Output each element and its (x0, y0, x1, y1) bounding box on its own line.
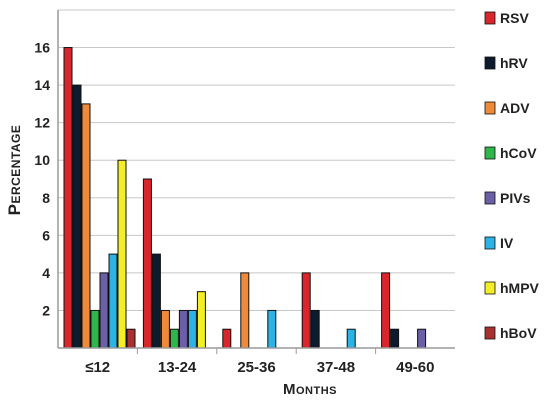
legend-label-iv: IV (500, 235, 514, 251)
bar-pivs-0 (99, 272, 109, 349)
legend-label-hbov: hBoV (500, 325, 537, 341)
legend-swatch-hrv (484, 56, 496, 70)
legend-label-hcov: hCoV (500, 145, 537, 161)
y-tick-label: 2 (42, 302, 50, 318)
legend-swatch-rsv (484, 11, 496, 25)
y-tick-label: 8 (42, 190, 50, 206)
bar-hmpv-1 (196, 291, 206, 349)
legend-label-adv: ADV (500, 100, 530, 116)
y-tick-label: 4 (42, 265, 50, 281)
y-tick-label: 14 (34, 77, 50, 93)
bar-hbov-0 (126, 328, 136, 349)
y-tick-label: 6 (42, 227, 50, 243)
bar-rsv-0 (63, 47, 73, 349)
y-tick-label: 10 (34, 152, 50, 168)
bar-pivs-4 (417, 328, 427, 349)
legend-label-rsv: RSV (500, 10, 529, 26)
y-tick-label: 16 (34, 40, 50, 56)
bar-hrv-4 (390, 328, 400, 349)
axes (57, 10, 455, 354)
y-tick-labels: 2 4 6 8 10 12 14 16 (34, 40, 50, 319)
legend-swatch-pivs (484, 191, 496, 205)
x-category-label: ≤12 (85, 359, 110, 376)
bar-rsv-4 (381, 272, 391, 349)
bar-hcov-1 (169, 328, 179, 349)
bar-rsv-2 (222, 328, 232, 349)
bar-hmpv-0 (117, 159, 127, 349)
bar-hrv-3 (310, 309, 320, 349)
bar-iv-3 (346, 328, 356, 349)
legend-swatch-hbov (484, 326, 496, 340)
bar-hrv-1 (151, 253, 161, 349)
bar-adv-1 (160, 309, 170, 349)
bar-adv-2 (240, 272, 250, 349)
x-category-label: 13-24 (158, 359, 197, 376)
x-category-label: 37-48 (317, 359, 355, 376)
bar-iv-2 (267, 309, 277, 349)
bar-hcov-0 (90, 309, 100, 349)
bar-rsv-1 (142, 178, 152, 349)
bar-hrv-0 (72, 84, 82, 349)
bar-iv-0 (108, 253, 118, 349)
legend-swatch-iv (484, 236, 496, 250)
x-category-label: 49-60 (396, 359, 434, 376)
bar-pivs-1 (178, 309, 188, 349)
x-axis-title: Months (283, 381, 337, 398)
legend-swatch-hcov (484, 146, 496, 160)
bar-iv-1 (187, 309, 197, 349)
legend-label-pivs: PIVs (500, 190, 531, 206)
bar-rsv-3 (301, 272, 311, 349)
legend-label-hmpv: hMPV (500, 280, 540, 296)
legend-swatch-adv (484, 101, 496, 115)
y-tick-label: 12 (34, 115, 50, 131)
x-category-labels: ≤12 13-24 25-36 37-48 49-60 (85, 359, 434, 376)
x-category-label: 25-36 (237, 359, 275, 376)
legend-swatch-hmpv (484, 281, 496, 295)
legend-label-hrv: hRV (500, 55, 528, 71)
y-axis-title: Percentage (5, 125, 24, 216)
legend: RSV hRV ADV hCoV PIVs IV hMPV hBoV (484, 10, 540, 341)
bar-adv-0 (81, 103, 91, 349)
